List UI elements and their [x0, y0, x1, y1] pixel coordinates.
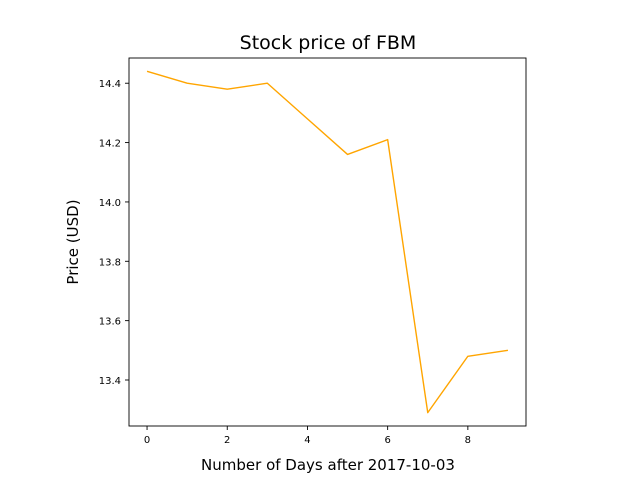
- y-tick-label: 14.0: [99, 198, 121, 209]
- series-line: [146, 70, 509, 414]
- x-tick-label: 8: [465, 435, 471, 446]
- y-tick-label: 14.4: [99, 79, 121, 90]
- y-tick-label: 13.6: [99, 317, 121, 328]
- series-layer: [146, 70, 509, 414]
- x-tick-label: 0: [144, 435, 150, 446]
- x-tick-label: 2: [224, 435, 230, 446]
- y-axis-label: Price (USD): [64, 199, 82, 284]
- x-axis-label: Number of Days after 2017-10-03: [201, 456, 455, 474]
- x-axis-ticks: 0 2 4 6 8: [144, 426, 471, 446]
- y-tick-label: 13.8: [99, 257, 121, 268]
- x-tick-label: 4: [304, 435, 310, 446]
- chart-title: Stock price of FBM: [240, 32, 417, 54]
- plot-frame: [128, 57, 527, 427]
- y-tick-label: 14.2: [99, 139, 121, 150]
- y-tick-label: 13.4: [99, 376, 121, 387]
- x-tick-label: 6: [384, 435, 390, 446]
- y-axis-ticks: 13.4 13.6 13.8 14.0 14.2 14.4: [99, 79, 129, 387]
